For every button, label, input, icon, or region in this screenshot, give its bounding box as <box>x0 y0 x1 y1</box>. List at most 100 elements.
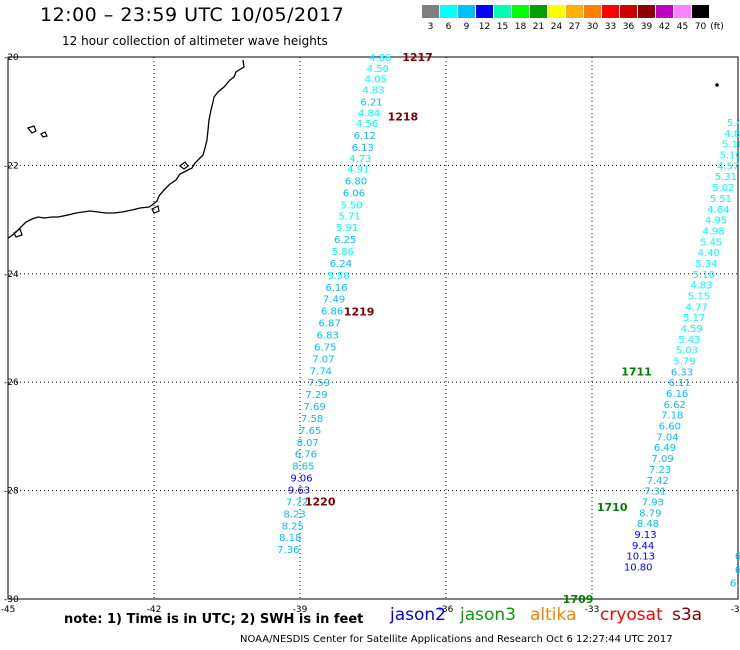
wave-height-value: 4.83 <box>362 86 384 97</box>
scale-label: 36 <box>622 22 635 32</box>
scale-label: 24 <box>550 22 563 32</box>
island <box>26 125 37 134</box>
satellite-cryosat: cryosat <box>600 605 663 625</box>
satellite-s3a: s3a <box>672 605 703 625</box>
wave-height-value: 4.57 <box>717 161 739 172</box>
wave-height-value: 6.60 <box>659 422 681 433</box>
wave-height-value: 6.13 <box>352 143 374 154</box>
scale-label: 27 <box>568 22 581 32</box>
wave-height-value: 5.71 <box>339 211 361 222</box>
scale-swatch <box>674 5 691 18</box>
lat-tick-label: -30 <box>4 595 19 605</box>
wave-height-value: 7.69 <box>303 402 325 413</box>
scale-label: 12 <box>478 22 491 32</box>
scale-label: 45 <box>676 22 689 32</box>
wave-height-value: 7.29 <box>305 390 327 401</box>
scale-swatch <box>620 5 637 18</box>
wave-height-value: 5.56 <box>327 271 349 282</box>
scale-label: 3 <box>427 22 434 32</box>
wave-height-value: 9.13 <box>634 530 656 541</box>
scale-label: 70 <box>694 22 707 32</box>
wave-height-value: 6.76 <box>295 450 317 461</box>
note-text: note: 1) Time is in UTC; 2) SWH is in fe… <box>64 612 364 627</box>
wave-height-value: 4.73 <box>349 154 371 165</box>
lat-tick-label: -20 <box>4 53 19 63</box>
wave-height-value: 5.79 <box>673 357 695 368</box>
wave-height-value: 6.80 <box>345 177 367 188</box>
wave-height-value: 7.58 <box>301 414 323 425</box>
scale-label: 6 <box>445 22 452 32</box>
pass-time-label: 1710 <box>597 501 628 514</box>
wave-height-value: 7.18 <box>661 411 683 422</box>
scale-swatch <box>602 5 619 18</box>
island <box>179 161 189 170</box>
wave-height-value: 4.56 <box>356 119 378 130</box>
scale-swatch <box>422 5 439 18</box>
wave-height-value: 6.21 <box>360 97 382 108</box>
wave-height-value: 7.49 <box>323 295 345 306</box>
wave-height-value: 7.23 <box>649 465 671 476</box>
wave-height-value: 4.87 <box>724 129 740 140</box>
pass-time-label: 1217 <box>402 51 433 64</box>
scale-label: 18 <box>514 22 527 32</box>
wave-height-value: 4.59 <box>681 324 703 335</box>
coastline <box>7 59 245 239</box>
lon-tick-label: -42 <box>147 605 162 615</box>
wave-height-value: 4.84 <box>358 108 380 119</box>
wave-height-value: 9.44 <box>632 541 654 552</box>
wave-height-value: 7.04 <box>656 432 678 443</box>
wave-height-value: 6.06 <box>343 189 365 200</box>
scale-swatch <box>458 5 475 18</box>
credit-line: NOAA/NESDIS Center for Satellite Applica… <box>240 634 673 645</box>
scale-label: 42 <box>658 22 671 32</box>
island <box>151 205 160 214</box>
scale-label: 9 <box>463 22 470 32</box>
scale-swatch <box>692 5 709 18</box>
scale-swatch <box>530 5 547 18</box>
wave-height-value: 5.18 <box>722 140 740 151</box>
lon-tick-label: -30 <box>731 605 740 615</box>
pass-time-label: 1220 <box>305 495 336 508</box>
wave-height-value: 6.16 <box>666 389 688 400</box>
wave-height-value: 6.87 <box>319 319 341 330</box>
wave-height-value: 5.10 <box>720 151 740 162</box>
lat-lon-grid <box>8 57 738 599</box>
pass-time-label: 1709 <box>563 593 594 606</box>
wave-height-value: 5.40 <box>727 118 740 129</box>
wave-height-value: 8.18 <box>279 533 301 544</box>
island <box>40 131 48 138</box>
wave-height-value: 4.40 <box>698 248 720 259</box>
satellite-jason2: jason2 <box>390 605 446 625</box>
map-subtitle: 12 hour collection of altimeter wave hei… <box>62 34 328 48</box>
wave-height-value: 9.06 <box>290 474 312 485</box>
wave-height-value: 7.36 <box>277 545 299 556</box>
satellite-jason3: jason3 <box>460 605 516 625</box>
scale-swatch <box>440 5 457 18</box>
scale-swatch <box>494 5 511 18</box>
wave-height-value: 4.77 <box>686 302 708 313</box>
pass-time-label: 1218 <box>388 111 419 124</box>
wave-height-value: 6.62 <box>664 400 686 411</box>
wave-height-value: 7.59 <box>308 378 330 389</box>
wave-height-value: 5.03 <box>676 346 698 357</box>
wave-height-value: 6 <box>735 565 740 576</box>
wave-height-value: 5.86 <box>332 247 354 258</box>
wave-height-value: 6.7 <box>730 579 740 590</box>
wave-height-value: 8.48 <box>637 519 659 530</box>
wave-height-value: 6.16 <box>325 283 347 294</box>
wave-height-value: 10.80 <box>624 562 653 573</box>
wave-height-value: 6.49 <box>654 443 676 454</box>
wave-height-value: 7.07 <box>312 354 334 365</box>
wave-height-value: 8.25 <box>282 521 304 532</box>
wave-height-value: 5.45 <box>700 237 722 248</box>
scale-swatch <box>566 5 583 18</box>
wave-height-value: 6.12 <box>354 131 376 142</box>
scale-swatch <box>512 5 529 18</box>
wave-height-value: 7.65 <box>299 426 321 437</box>
wave-height-value: 8.79 <box>639 508 661 519</box>
wave-height-value: 5.02 <box>712 183 734 194</box>
wave-height-value: 6.33 <box>671 367 693 378</box>
lon-tick-label: -39 <box>293 605 308 615</box>
wave-height-value: 5.91 <box>336 223 358 234</box>
